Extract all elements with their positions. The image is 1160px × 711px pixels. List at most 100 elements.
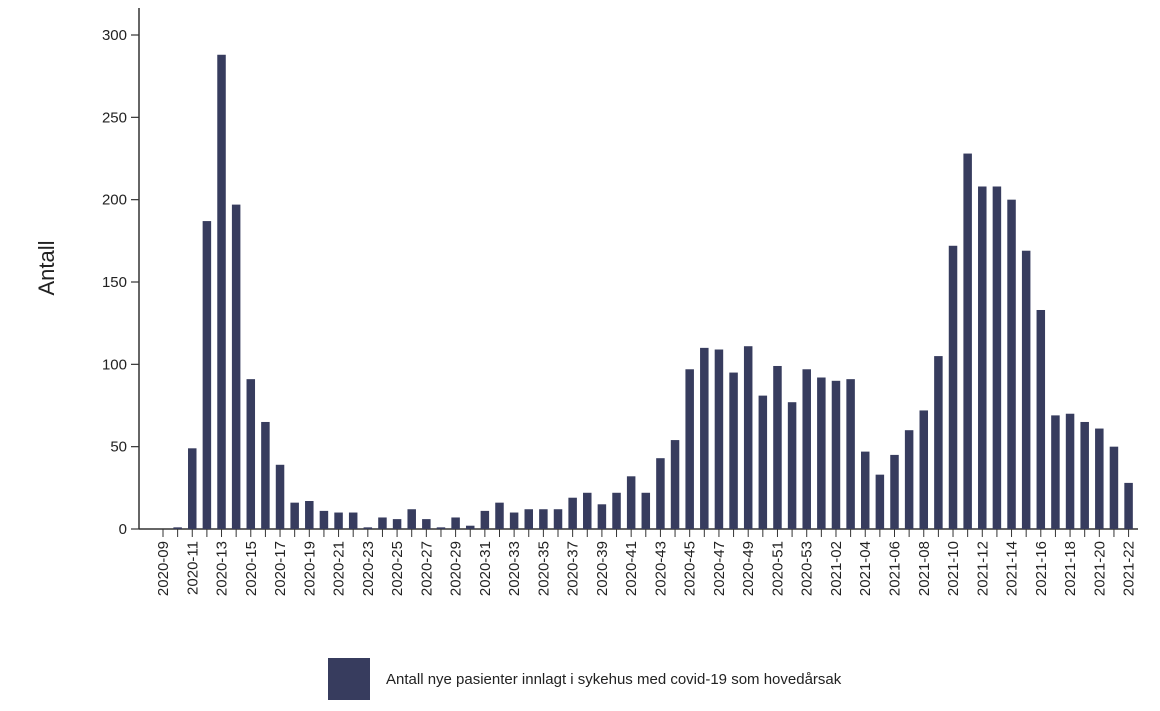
bar xyxy=(202,221,212,529)
x-tick-label: 2020-11 xyxy=(184,541,201,595)
bar xyxy=(890,454,899,529)
bar xyxy=(363,527,373,529)
x-tick-label: 2021-14 xyxy=(1004,541,1021,596)
bar xyxy=(612,492,621,529)
x-tick-label: 2020-23 xyxy=(360,541,377,596)
bar xyxy=(831,380,841,529)
x-tick-label: 2020-51 xyxy=(769,541,786,596)
x-tick-label: 2021-12 xyxy=(974,541,991,596)
x-tick-label: 2021-04 xyxy=(857,541,874,596)
bar xyxy=(714,349,724,529)
bar xyxy=(290,502,299,529)
x-tick-label: 2020-37 xyxy=(565,541,582,596)
bar xyxy=(656,458,665,529)
bar xyxy=(904,430,914,529)
x-tick-label: 2020-09 xyxy=(155,541,172,596)
bar xyxy=(1051,415,1060,529)
x-tick-label: 2020-47 xyxy=(711,541,728,596)
bar xyxy=(729,372,738,529)
bar xyxy=(700,347,709,529)
bar xyxy=(231,204,241,529)
bar xyxy=(334,512,343,529)
bar xyxy=(392,519,402,529)
bar xyxy=(1124,482,1133,529)
bar xyxy=(758,395,768,529)
x-tick-label: 2021-08 xyxy=(916,541,933,596)
x-tick-label: 2021-18 xyxy=(1062,541,1079,596)
bar xyxy=(1095,428,1104,529)
y-tick-label: 200 xyxy=(102,192,127,209)
bar xyxy=(261,421,270,529)
bar xyxy=(480,510,490,529)
bars xyxy=(173,54,1133,530)
y-tick-label: 0 xyxy=(119,521,127,538)
legend-swatch xyxy=(328,658,370,700)
bar xyxy=(378,517,387,529)
x-tick-label: 2020-17 xyxy=(272,541,289,596)
bar xyxy=(875,474,885,529)
x-tick-label: 2020-31 xyxy=(477,541,494,596)
bar xyxy=(495,502,504,529)
x-tick-label: 2020-35 xyxy=(535,541,552,596)
bar xyxy=(246,379,256,529)
x-tick-label: 2020-29 xyxy=(448,541,465,596)
bar xyxy=(597,504,607,529)
x-tick-label: 2020-41 xyxy=(623,541,640,596)
bar xyxy=(1080,421,1089,529)
y-tick-label: 300 xyxy=(102,27,127,44)
bar xyxy=(626,476,636,529)
bar xyxy=(524,509,533,529)
y-axis-label: Antall xyxy=(34,240,59,295)
bar xyxy=(509,512,519,529)
y-tick-label: 150 xyxy=(102,274,127,291)
x-tick-label: 2020-53 xyxy=(799,541,816,596)
bar xyxy=(846,379,855,529)
bar xyxy=(773,365,782,529)
bar xyxy=(992,186,1002,529)
bar xyxy=(348,512,358,529)
x-tick-label: 2020-45 xyxy=(682,541,699,596)
x-tick-label: 2020-21 xyxy=(331,541,348,596)
x-tick-label: 2020-25 xyxy=(389,541,406,596)
x-tick-label: 2021-06 xyxy=(887,541,904,596)
y-tick-label: 50 xyxy=(110,439,127,456)
x-tick-label: 2020-43 xyxy=(652,541,669,596)
bar xyxy=(685,369,694,529)
bar xyxy=(275,464,285,529)
bar xyxy=(817,377,826,529)
bar xyxy=(173,527,182,529)
bar xyxy=(978,186,987,529)
bar xyxy=(670,440,680,529)
bar xyxy=(1109,446,1119,529)
bar xyxy=(919,410,929,529)
x-tick-label: 2020-39 xyxy=(594,541,611,596)
x-tick-label: 2021-22 xyxy=(1121,541,1138,596)
legend-label: Antall nye pasienter innlagt i sykehus m… xyxy=(386,670,842,688)
x-tick-label: 2020-33 xyxy=(506,541,523,596)
bar xyxy=(743,346,753,529)
bar xyxy=(963,153,972,529)
bar xyxy=(539,509,548,529)
bar xyxy=(934,356,943,529)
bar xyxy=(465,525,475,529)
bar xyxy=(422,519,431,529)
bar xyxy=(1021,250,1031,530)
x-tick-label: 2020-13 xyxy=(214,541,231,596)
bar xyxy=(407,509,416,529)
bar xyxy=(319,510,329,529)
x-tick-label: 2020-19 xyxy=(301,541,318,596)
bar xyxy=(948,245,958,530)
bar xyxy=(583,492,592,529)
bar xyxy=(1065,413,1075,529)
x-tick-label: 2021-20 xyxy=(1091,541,1108,596)
bar xyxy=(217,54,226,529)
bar xyxy=(641,492,651,529)
x-tick-label: 2021-10 xyxy=(945,541,962,596)
bar xyxy=(787,402,797,529)
bar xyxy=(188,448,197,529)
x-tick-label: 2021-16 xyxy=(1033,541,1050,596)
bar xyxy=(568,497,577,529)
bar xyxy=(451,517,460,529)
x-tick-label: 2020-49 xyxy=(740,541,757,596)
